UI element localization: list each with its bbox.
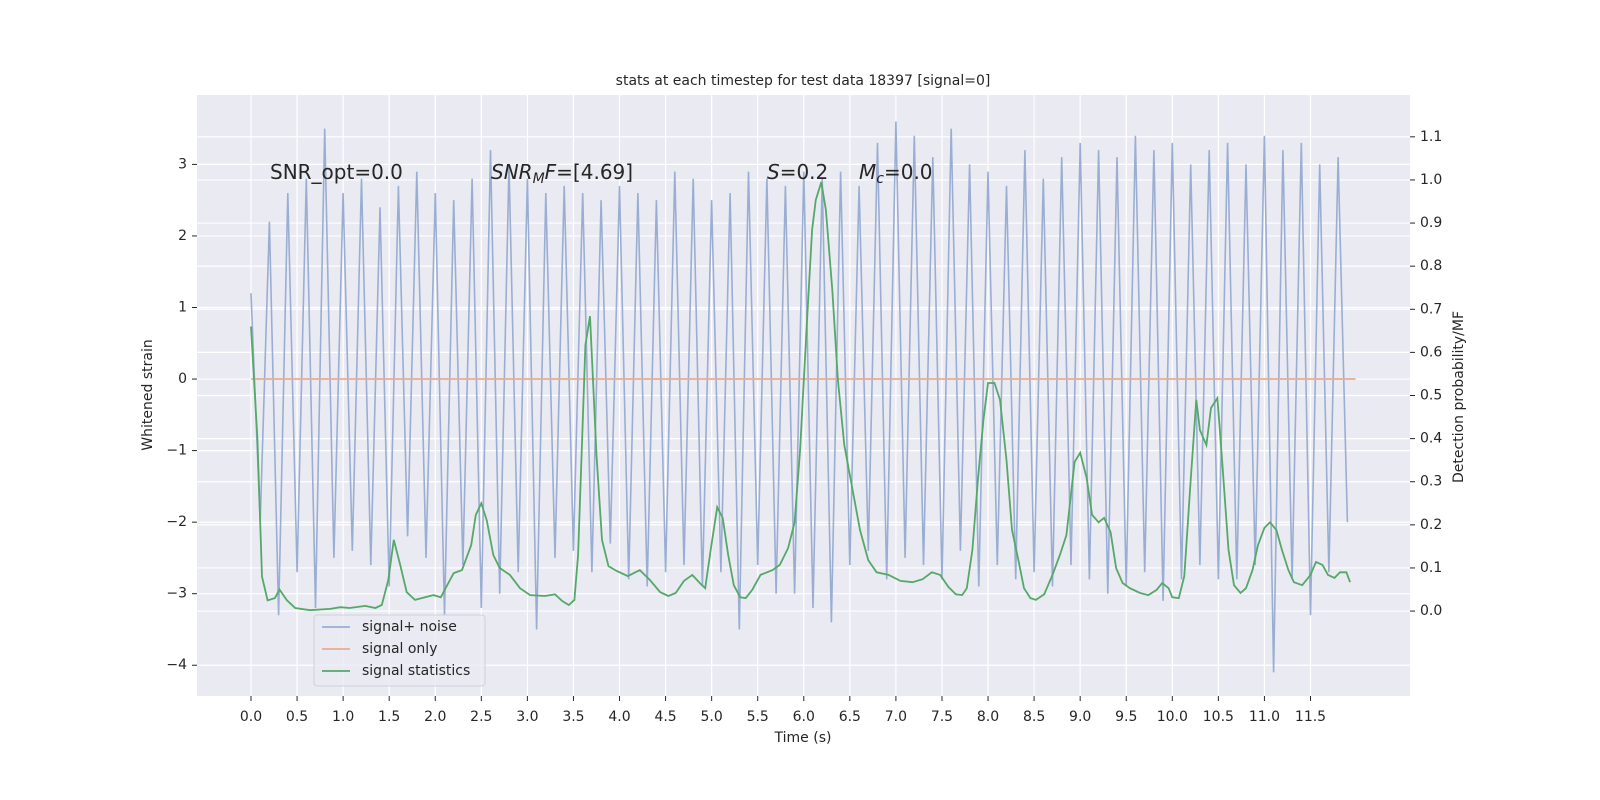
annotation: SNR_opt=0.0 — [270, 160, 403, 184]
y2-tick-label: 0.7 — [1420, 301, 1442, 317]
x-tick-label: 2.5 — [470, 709, 492, 725]
y-tick-label: −4 — [166, 657, 187, 673]
chart-title: stats at each timestep for test data 183… — [616, 73, 991, 89]
annotation-part: =0.0 — [884, 160, 933, 184]
y2-axis-label: Detection probability/MF — [1451, 311, 1467, 483]
y-tick-label: 1 — [178, 299, 187, 315]
y-tick-label: −1 — [166, 443, 187, 459]
x-tick-label: 8.5 — [1023, 709, 1045, 725]
y2-tick-label: 0.1 — [1420, 560, 1442, 576]
y2-tick-label: 0.6 — [1420, 344, 1442, 360]
y2-tick-label: 0.3 — [1420, 474, 1442, 490]
annotation: Mc=0.0 — [859, 160, 933, 188]
annotation-part: S — [767, 160, 780, 184]
legend-label: signal+ noise — [362, 619, 457, 635]
x-tick-label: 2.0 — [424, 709, 446, 725]
annotation-part: c — [876, 171, 884, 187]
legend-box — [313, 614, 486, 687]
y-tick-label: −2 — [166, 514, 187, 530]
y2-tick-label: 0.8 — [1420, 258, 1442, 274]
annotation-part: M — [859, 160, 876, 184]
x-tick-label: 11.0 — [1249, 709, 1280, 725]
x-tick-label: 9.0 — [1069, 709, 1091, 725]
x-tick-label: 1.5 — [378, 709, 400, 725]
annotation-part: SNR — [491, 160, 533, 184]
y-tick-label: 3 — [178, 156, 187, 172]
y-tick-label: 0 — [178, 371, 187, 387]
y2-tick-label: 0.4 — [1420, 431, 1442, 447]
annotation-part: =[4.69] — [556, 160, 633, 184]
y-tick-label: 2 — [178, 228, 187, 244]
annotation-part: F — [545, 160, 557, 184]
x-tick-label: 0.0 — [240, 709, 262, 725]
y-axis-label: Whitened strain — [140, 339, 156, 450]
x-tick-label: 6.0 — [793, 709, 815, 725]
x-tick-label: 7.0 — [885, 709, 907, 725]
annotation-part: =0.2 — [780, 160, 829, 184]
y2-tick-label: 1.0 — [1420, 172, 1442, 188]
x-tick-label: 3.5 — [562, 709, 584, 725]
x-tick-label: 9.5 — [1115, 709, 1137, 725]
series-line — [250, 181, 1351, 612]
y2-tick-label: 1.1 — [1420, 129, 1442, 145]
x-tick-label: 5.0 — [701, 709, 723, 725]
annotation: S=0.2 — [767, 160, 828, 184]
x-tick-label: 1.0 — [332, 709, 354, 725]
y-tick-label: −3 — [166, 586, 187, 602]
annotation-part: SNR_opt=0.0 — [270, 160, 403, 184]
x-tick-label: 7.5 — [931, 709, 953, 725]
x-tick-label: 11.5 — [1295, 709, 1326, 725]
y2-tick-label: 0.0 — [1420, 603, 1442, 619]
y2-tick-label: 0.2 — [1420, 517, 1442, 533]
y2-tick-label: 0.5 — [1420, 388, 1442, 404]
x-tick-label: 3.0 — [516, 709, 538, 725]
x-tick-label: 6.5 — [839, 709, 861, 725]
x-tick-label: 4.0 — [608, 709, 630, 725]
legend-label: signal only — [362, 641, 437, 657]
x-tick-label: 4.5 — [654, 709, 676, 725]
y2-tick-label: 0.9 — [1420, 215, 1442, 231]
x-tick-label: 5.5 — [747, 709, 769, 725]
x-tick-label: 0.5 — [286, 709, 308, 725]
series-line — [250, 121, 1349, 673]
x-axis-label: Time (s) — [774, 730, 832, 746]
x-tick-label: 8.0 — [977, 709, 999, 725]
annotation: SNRMF=[4.69] — [491, 160, 633, 188]
x-tick-label: 10.0 — [1157, 709, 1188, 725]
x-tick-label: 10.5 — [1203, 709, 1234, 725]
legend-label: signal statistics — [362, 663, 470, 679]
annotation-part: M — [533, 171, 545, 187]
